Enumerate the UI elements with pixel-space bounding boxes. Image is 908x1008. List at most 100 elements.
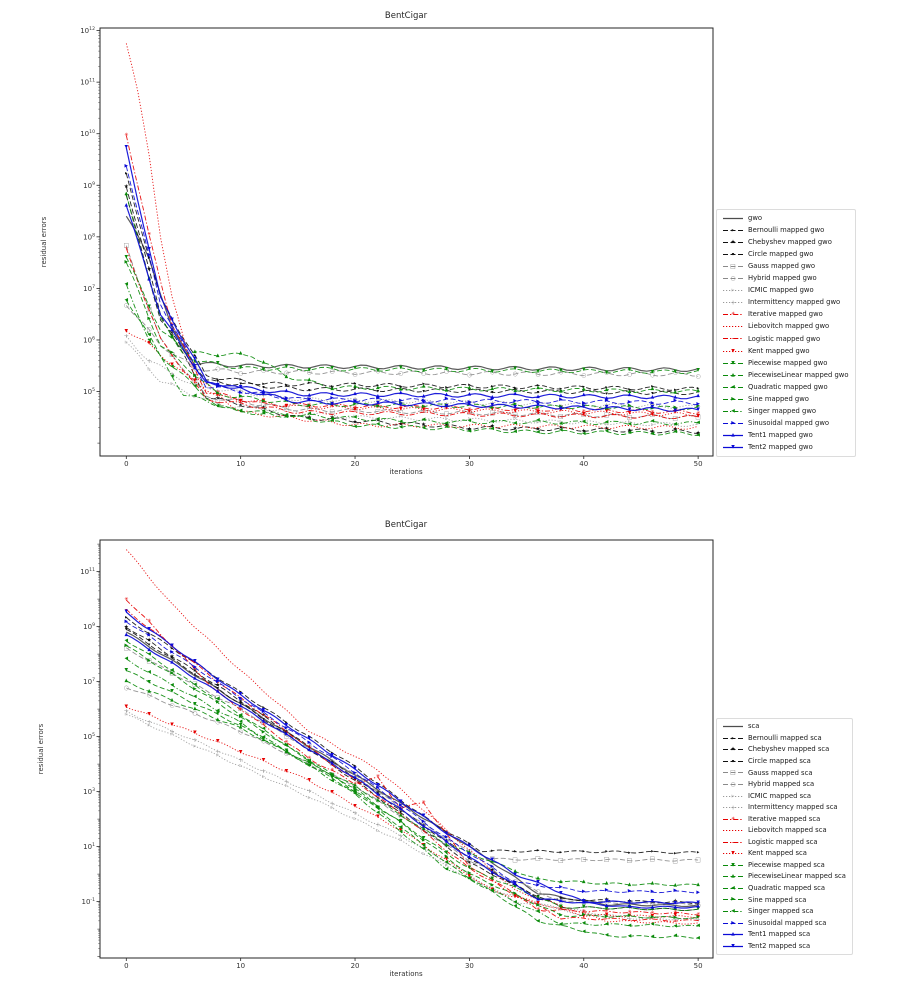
svg-text:▶: ▶ xyxy=(513,891,517,896)
svg-text:▶: ▶ xyxy=(582,401,586,406)
svg-text:★: ★ xyxy=(581,427,586,434)
svg-text:★: ★ xyxy=(215,682,220,689)
svg-text:★: ★ xyxy=(192,372,197,379)
svg-text:+: + xyxy=(375,397,380,405)
svg-text:▼: ▼ xyxy=(376,783,380,788)
svg-text:▲: ▲ xyxy=(422,824,426,829)
svg-text:◀: ◀ xyxy=(330,773,334,778)
svg-text:◀: ◀ xyxy=(147,338,151,343)
svg-text:○: ○ xyxy=(421,370,426,377)
svg-text:▾: ▾ xyxy=(217,685,220,691)
svg-text:★: ★ xyxy=(192,667,197,674)
svg-text:▹: ▹ xyxy=(399,414,402,420)
svg-text:▼: ▼ xyxy=(399,799,403,804)
svg-text:▲: ▲ xyxy=(308,393,312,398)
svg-text:◀: ◀ xyxy=(330,416,334,421)
svg-text:+: + xyxy=(307,394,312,402)
legend-label: Bernoulli mapped sca xyxy=(748,733,822,742)
svg-text:▶: ▶ xyxy=(308,759,312,764)
svg-text:+: + xyxy=(215,747,220,755)
svg-text:+: + xyxy=(124,332,129,340)
svg-text:▲: ▲ xyxy=(353,783,357,788)
svg-text:▼: ▼ xyxy=(399,828,403,833)
svg-text:○: ○ xyxy=(261,738,266,745)
svg-text:▶: ▶ xyxy=(673,398,677,403)
svg-text:-: - xyxy=(239,693,242,701)
svg-text:▶: ▶ xyxy=(582,890,586,895)
y-tick-label: 109 xyxy=(83,622,95,631)
svg-text:-: - xyxy=(377,409,380,417)
svg-text:▼: ▼ xyxy=(125,668,129,673)
svg-text:▲: ▲ xyxy=(491,859,495,864)
svg-text:▲: ▲ xyxy=(399,813,403,818)
svg-text:▼: ▼ xyxy=(422,400,426,405)
svg-text:▹: ▹ xyxy=(468,875,471,881)
svg-text:▸: ▸ xyxy=(583,384,586,390)
svg-text:▹: ▹ xyxy=(262,774,265,780)
svg-text:+: + xyxy=(581,907,586,915)
svg-text:✳: ✳ xyxy=(467,406,471,412)
svg-text:-: - xyxy=(560,413,563,421)
svg-text:▸: ▸ xyxy=(422,812,425,818)
legend-label: Liebovitch mapped sca xyxy=(748,826,827,835)
svg-text:▼: ▼ xyxy=(536,410,540,415)
svg-text:▶: ▶ xyxy=(330,772,334,777)
svg-text:▼: ▼ xyxy=(582,367,586,372)
svg-text:▶: ▶ xyxy=(536,400,540,405)
svg-text:○: ○ xyxy=(398,370,403,377)
svg-text:+: + xyxy=(169,727,174,735)
svg-text:▲: ▲ xyxy=(216,382,220,387)
svg-text:◀: ◀ xyxy=(582,929,586,934)
svg-text:◀: ◀ xyxy=(731,909,735,914)
svg-text:□: □ xyxy=(238,705,244,712)
svg-text:□: □ xyxy=(512,856,518,863)
svg-text:○: ○ xyxy=(581,900,586,907)
svg-text:▸: ▸ xyxy=(354,763,357,769)
svg-text:▶: ▶ xyxy=(491,405,495,410)
svg-text:▹: ▹ xyxy=(605,914,608,920)
svg-text:◀: ◀ xyxy=(239,409,243,414)
legend-label: Kent mapped sca xyxy=(748,849,807,858)
svg-text:▼: ▼ xyxy=(673,913,677,918)
svg-text:◀: ◀ xyxy=(353,790,357,795)
svg-text:▶: ▶ xyxy=(399,803,403,808)
svg-text:▶: ▶ xyxy=(399,401,403,406)
svg-text:★: ★ xyxy=(444,421,449,428)
svg-text:▾: ▾ xyxy=(651,906,654,912)
svg-text:□: □ xyxy=(215,397,221,404)
legend-item: ▹ ICMIC mapped sca xyxy=(722,790,846,802)
svg-text:▼: ▼ xyxy=(193,360,197,365)
svg-text:▾: ▾ xyxy=(285,383,288,389)
svg-text:◀: ◀ xyxy=(628,934,632,939)
series-markers-tent2-mapped-sca: ▼ ▼ ▼ ▼ ▼ ▼ ▼ ▼ ▼ ▼ ▼ ▼ ▼ ▼ ▼ ▼ ▼ ▼ ▼ ▼ ▼ ▼ ▼ ▼ ▼ ▼ xyxy=(125,610,701,906)
svg-text:▼: ▼ xyxy=(445,851,449,856)
series-markers-singer-mapped-sca: ◀ ◀ ◀ ◀ ◀ ◀ ◀ ◀ ◀ ◀ ◀ ◀ ◀ ◀ ◀ ◀ ◀ ◀ ◀ ◀ ◀ ◀ ◀ ◀ ◀ ◀ xyxy=(125,656,701,929)
svg-text:-: - xyxy=(331,410,334,418)
svg-text:-: - xyxy=(560,915,563,923)
legend-sample: ✳ xyxy=(723,311,743,317)
svg-text:▹: ▹ xyxy=(354,816,357,822)
svg-text:▲: ▲ xyxy=(353,384,357,389)
svg-text:◀: ◀ xyxy=(651,419,655,424)
legend-item: ▶ Sine mapped sca xyxy=(722,894,846,906)
svg-text:▲: ▲ xyxy=(696,389,700,394)
svg-text:◀: ◀ xyxy=(193,682,197,687)
legend-label: Quadratic mapped gwo xyxy=(748,382,828,391)
svg-text:★: ★ xyxy=(730,238,735,245)
series-markers-gauss-mapped-sca: □□□□□□□□□□□□□□□□□ □ □ □ □ □ □ □ □ □ xyxy=(123,644,701,864)
svg-text:★: ★ xyxy=(444,837,449,844)
svg-text:▼: ▼ xyxy=(239,399,243,404)
svg-text:▼: ▼ xyxy=(376,404,380,409)
svg-text:+: + xyxy=(467,871,472,879)
svg-text:▼: ▼ xyxy=(216,393,220,398)
svg-text:○: ○ xyxy=(730,275,735,282)
svg-text:▼: ▼ xyxy=(262,367,266,372)
svg-text:◀: ◀ xyxy=(376,810,380,815)
svg-text:□: □ xyxy=(284,405,290,412)
svg-text:★: ★ xyxy=(421,421,426,428)
svg-text:▶: ▶ xyxy=(125,643,129,648)
svg-text:-: - xyxy=(583,411,586,419)
series-markers-chebyshev-mapped-gwo: ★★★★★★ ★★ ★ ★★ ★★ ★ ★★ ★ ★ ★ ★★ ★ ★ ★ ★★ xyxy=(124,183,701,437)
svg-text:□: □ xyxy=(695,413,701,420)
svg-text:▹: ▹ xyxy=(308,795,311,801)
